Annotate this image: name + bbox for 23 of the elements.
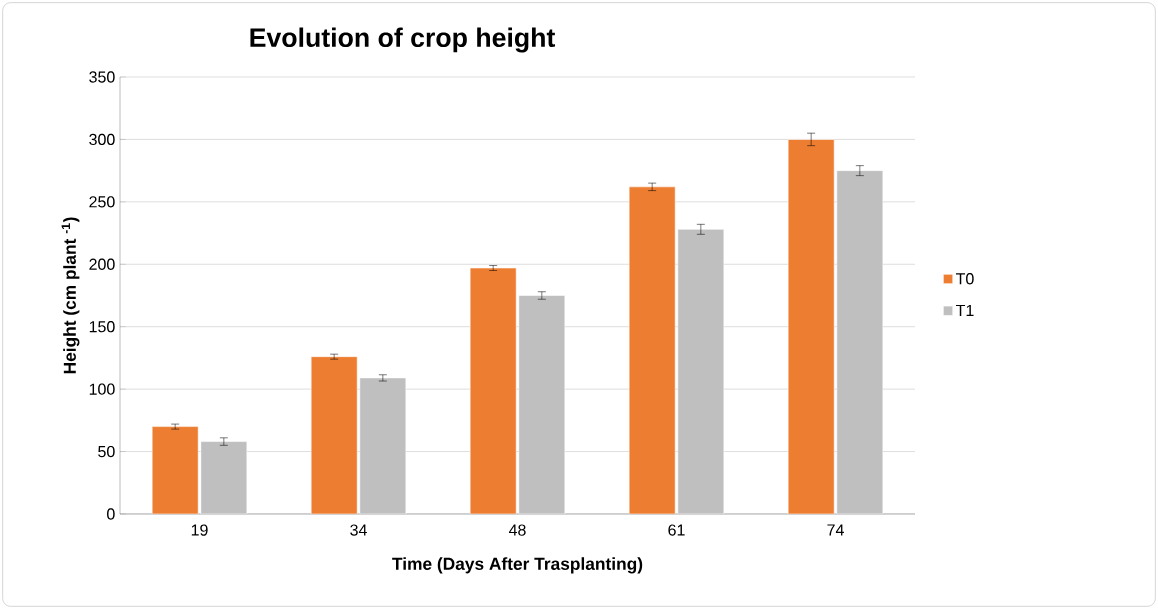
y-tick-label: 50 [98, 445, 115, 458]
legend-label: T1 [956, 304, 974, 316]
bar [628, 186, 676, 514]
x-tick-label: 48 [508, 524, 526, 536]
y-tick-label: 150 [89, 321, 115, 333]
x-tick-label: 34 [350, 524, 367, 536]
y-tick-label: 100 [89, 383, 115, 395]
y-tick-label: 350 [89, 71, 115, 83]
bar [310, 356, 358, 514]
bar [151, 426, 199, 514]
legend-label: T0 [956, 273, 974, 285]
x-axis-title: Time (Days After Trasplanting) [392, 557, 643, 574]
x-tick-label: 74 [827, 524, 844, 536]
y-tick-label: 250 [89, 196, 115, 208]
chart-title: Evolution of crop height [250, 27, 556, 53]
bar [469, 267, 517, 514]
y-tick-label: 300 [89, 133, 115, 146]
y-tick-label: 0 [107, 508, 115, 520]
y-tick-label: 200 [89, 258, 115, 270]
x-tick-label: 19 [191, 524, 208, 536]
y-axis-title: Height (cm plant $^{-1}$) [61, 217, 80, 374]
bar [787, 139, 835, 514]
x-tick-label: 61 [668, 524, 685, 536]
